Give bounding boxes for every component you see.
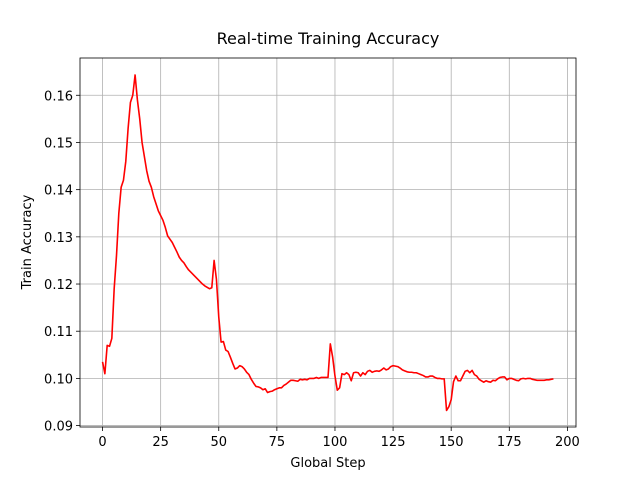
y-tick-label: 0.10 [44, 372, 73, 387]
x-tick-label: 125 [381, 435, 406, 450]
grid [80, 58, 576, 427]
chart-title: Real-time Training Accuracy [217, 29, 440, 48]
y-axis-label: Train Accuracy [20, 194, 35, 290]
y-tick-label: 0.09 [44, 420, 73, 435]
y-tick-label: 0.11 [44, 325, 73, 340]
x-tick-label: 25 [152, 435, 169, 450]
x-tick-label: 100 [323, 435, 348, 450]
axes-frame [79, 57, 577, 428]
x-tick-label: 75 [269, 435, 286, 450]
x-tick-label: 200 [555, 435, 580, 450]
y-tick-label: 0.14 [44, 184, 73, 199]
x-tick-label: 50 [210, 435, 227, 450]
y-tick-label: 0.15 [44, 136, 73, 151]
y-tick-label: 0.12 [44, 278, 73, 293]
x-tick-label: 175 [497, 435, 522, 450]
ticks: 0 25 50 75 100 125 150 175 200 0.09 0.10 0.11 0.12 0.… [44, 89, 580, 450]
plot [101, 74, 554, 412]
data-line [101, 74, 554, 412]
x-tick-label: 0 [98, 435, 106, 450]
x-axis-label: Global Step [290, 456, 365, 471]
y-tick-label: 0.16 [44, 89, 73, 104]
y-tick-label: 0.13 [44, 231, 73, 246]
x-tick-label: 150 [439, 435, 464, 450]
